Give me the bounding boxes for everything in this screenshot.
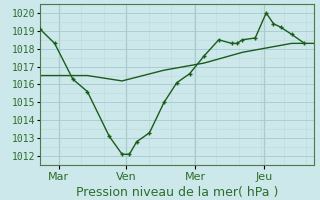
- X-axis label: Pression niveau de la mer( hPa ): Pression niveau de la mer( hPa ): [76, 186, 278, 199]
